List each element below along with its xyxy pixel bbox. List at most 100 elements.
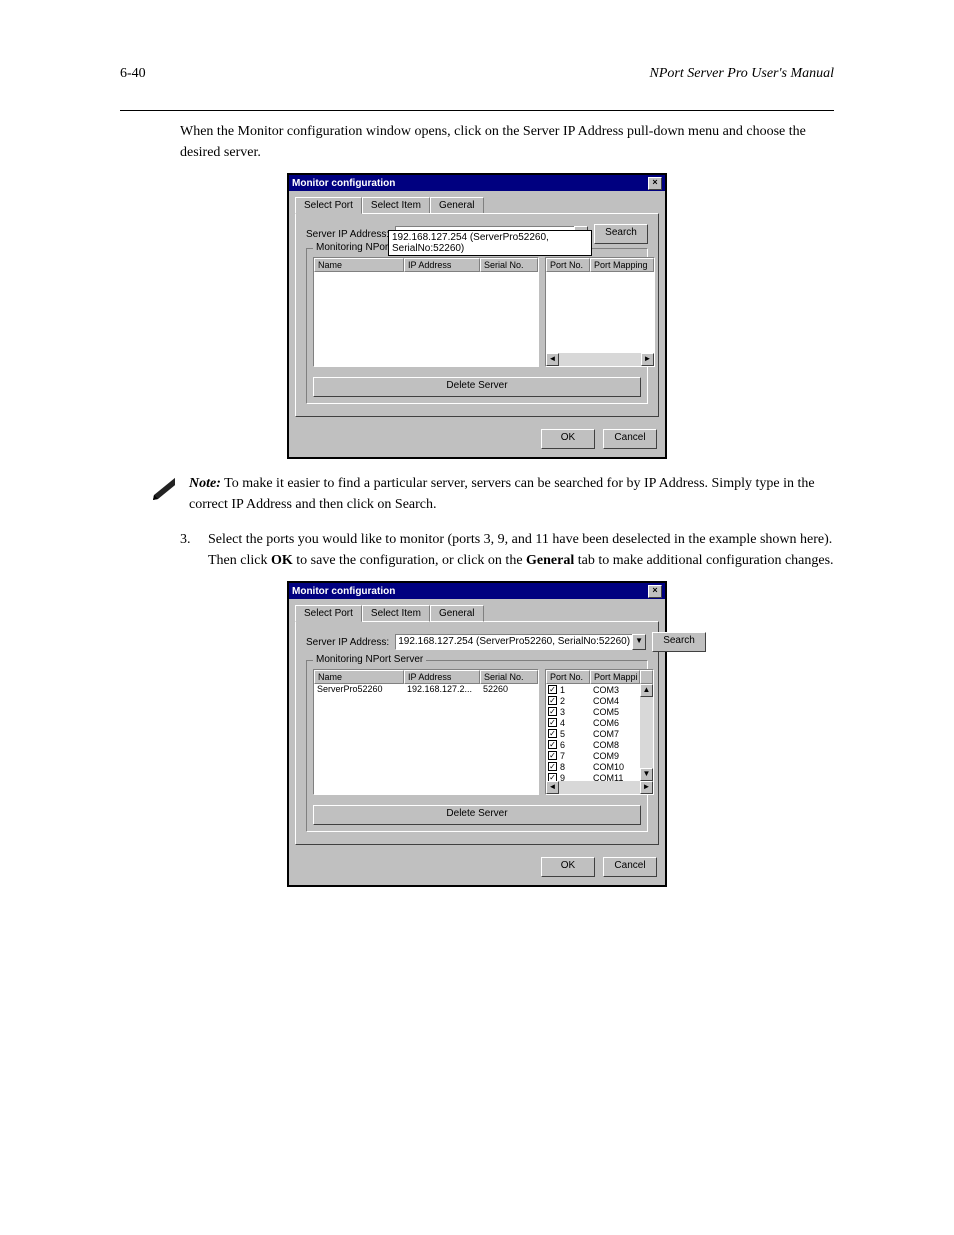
port-number: 7 <box>560 751 590 761</box>
server-ip-combo[interactable]: 192.168.127.254 (ServerPro52260, SerialN… <box>395 634 646 650</box>
h-scrollbar[interactable]: ◄ ► <box>546 353 654 366</box>
monitor-config-dialog-1: Monitor configuration × Select Port Sele… <box>287 173 667 459</box>
search-button[interactable]: Search <box>594 224 648 244</box>
dialog-title: Monitor configuration <box>292 586 395 597</box>
col-name[interactable]: Name <box>314 258 404 272</box>
port-mapping: COM10 <box>593 762 624 772</box>
port-checkbox[interactable]: ✓ <box>548 696 557 705</box>
titlebar: Monitor configuration × <box>289 583 665 599</box>
port-mapping: COM9 <box>593 751 619 761</box>
col-spacer <box>640 670 653 684</box>
cancel-button[interactable]: Cancel <box>603 857 657 877</box>
scroll-right-icon[interactable]: ► <box>640 781 653 794</box>
port-checkbox[interactable]: ✓ <box>548 762 557 771</box>
dialog-title: Monitor configuration <box>292 178 395 189</box>
port-checkbox[interactable]: ✓ <box>548 751 557 760</box>
scroll-right-icon[interactable]: ► <box>641 353 654 366</box>
col-port-no[interactable]: Port No. <box>546 670 590 684</box>
scroll-up-icon[interactable]: ▲ <box>640 684 653 697</box>
port-number: 1 <box>560 685 590 695</box>
monitoring-group: Monitoring NPort Server Name IP Address … <box>306 248 648 404</box>
close-icon[interactable]: × <box>648 177 662 190</box>
port-checkbox[interactable]: ✓ <box>548 685 557 694</box>
col-serial[interactable]: Serial No. <box>480 258 538 272</box>
port-mapping: COM7 <box>593 729 619 739</box>
col-ip[interactable]: IP Address <box>404 258 480 272</box>
server-ip: 192.168.127.2... <box>404 684 480 695</box>
delete-server-button[interactable]: Delete Server <box>313 377 641 397</box>
port-row[interactable]: ✓7COM9 <box>546 750 640 761</box>
port-mapping: COM8 <box>593 740 619 750</box>
scroll-track[interactable] <box>640 697 653 768</box>
server-ip-value[interactable]: 192.168.127.254 (ServerPro52260, SerialN… <box>395 634 632 650</box>
port-row[interactable]: ✓5COM7 <box>546 728 640 739</box>
dialog-button-row: OK Cancel <box>289 851 665 885</box>
scroll-track[interactable] <box>559 781 640 794</box>
step-3: 3. Select the ports you would like to mo… <box>180 529 834 571</box>
step-3-general: General <box>526 553 574 568</box>
paragraph-intro: When the Monitor configuration window op… <box>180 121 834 163</box>
scroll-down-icon[interactable]: ▼ <box>640 768 653 781</box>
note-block: Note: To make it easier to find a partic… <box>150 473 834 515</box>
titlebar: Monitor configuration × <box>289 175 665 191</box>
step-3-text-c: tab to make additional configuration cha… <box>578 553 834 568</box>
h-scrollbar[interactable]: ◄ ► <box>546 781 653 794</box>
server-ip-dropdown-item[interactable]: 192.168.127.254 (ServerPro52260, SerialN… <box>388 230 592 256</box>
col-name[interactable]: Name <box>314 670 404 684</box>
port-list: Port No. Port Mapping ◄ ► <box>545 257 655 367</box>
port-list: Port No. Port Mappi ✓1COM3✓2COM4✓3COM5✓4… <box>545 669 654 795</box>
tab-select-item[interactable]: Select Item <box>362 605 430 622</box>
port-row[interactable]: ✓4COM6 <box>546 717 640 728</box>
col-port-no[interactable]: Port No. <box>546 258 590 272</box>
tab-select-port[interactable]: Select Port <box>295 605 362 622</box>
ok-button[interactable]: OK <box>541 857 595 877</box>
tab-page: Server IP Address: 192.168.127.254 (Serv… <box>295 621 659 845</box>
scroll-left-icon[interactable]: ◄ <box>546 781 559 794</box>
search-button[interactable]: Search <box>652 632 706 652</box>
port-checkbox[interactable]: ✓ <box>548 707 557 716</box>
port-mapping: COM4 <box>593 696 619 706</box>
cancel-button[interactable]: Cancel <box>603 429 657 449</box>
close-icon[interactable]: × <box>648 585 662 598</box>
server-name: ServerPro52260 <box>314 684 404 695</box>
col-serial[interactable]: Serial No. <box>480 670 538 684</box>
running-header: NPort Server Pro User's Manual <box>120 66 834 82</box>
step-3-ok: OK <box>271 553 293 568</box>
tab-general[interactable]: General <box>430 605 484 622</box>
port-checkbox[interactable]: ✓ <box>548 740 557 749</box>
port-row[interactable]: ✓8COM10 <box>546 761 640 772</box>
port-checkbox[interactable]: ✓ <box>548 729 557 738</box>
scroll-track[interactable] <box>559 353 641 366</box>
server-row[interactable]: ServerPro52260 192.168.127.2... 52260 <box>314 684 538 695</box>
server-list: Name IP Address Serial No. ServerPro5226… <box>313 669 539 795</box>
note-label: Note: <box>189 476 221 491</box>
ok-button[interactable]: OK <box>541 429 595 449</box>
step-number: 3. <box>180 529 198 571</box>
port-mapping: COM6 <box>593 718 619 728</box>
port-row[interactable]: ✓2COM4 <box>546 695 640 706</box>
tab-strip: Select Port Select Item General <box>295 197 659 214</box>
port-number: 2 <box>560 696 590 706</box>
port-row[interactable]: ✓3COM5 <box>546 706 640 717</box>
port-row[interactable]: ✓6COM8 <box>546 739 640 750</box>
tab-select-port[interactable]: Select Port <box>295 197 362 214</box>
dialog-button-row: OK Cancel <box>289 423 665 457</box>
delete-server-button[interactable]: Delete Server <box>313 805 641 825</box>
col-ip[interactable]: IP Address <box>404 670 480 684</box>
server-ip-label: Server IP Address: <box>306 229 389 240</box>
col-port-mapping[interactable]: Port Mappi <box>590 670 640 684</box>
step-3-text-b: to save the configuration, or click on t… <box>296 553 526 568</box>
tab-general[interactable]: General <box>430 197 484 214</box>
v-scrollbar[interactable]: ▲ ▼ <box>640 684 653 781</box>
chevron-down-icon[interactable]: ▼ <box>632 634 646 650</box>
port-number: 4 <box>560 718 590 728</box>
port-row[interactable]: ✓1COM3 <box>546 684 640 695</box>
port-checkbox[interactable]: ✓ <box>548 718 557 727</box>
scroll-left-icon[interactable]: ◄ <box>546 353 559 366</box>
col-port-mapping[interactable]: Port Mapping <box>590 258 654 272</box>
server-ip-label: Server IP Address: <box>306 637 389 648</box>
tab-select-item[interactable]: Select Item <box>362 197 430 214</box>
port-mapping: COM3 <box>593 685 619 695</box>
tab-page: Server IP Address: ▼ Search 192.168.127.… <box>295 213 659 417</box>
port-number: 5 <box>560 729 590 739</box>
